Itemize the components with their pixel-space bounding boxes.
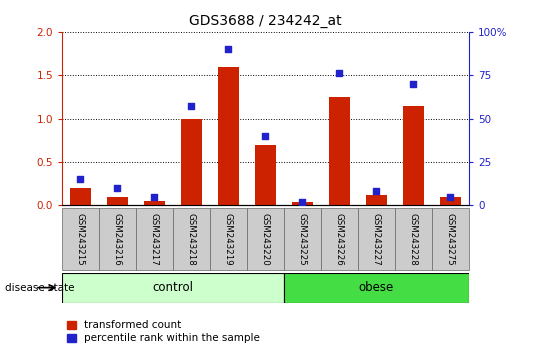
FancyBboxPatch shape — [62, 208, 99, 270]
Point — [446, 194, 455, 200]
Bar — [181, 119, 202, 205]
Point — [113, 185, 122, 191]
Point — [372, 189, 381, 194]
Text: GSM243219: GSM243219 — [224, 213, 233, 265]
Text: control: control — [153, 281, 194, 294]
FancyBboxPatch shape — [284, 208, 321, 270]
Text: disease state: disease state — [5, 282, 75, 293]
FancyBboxPatch shape — [284, 273, 469, 303]
FancyBboxPatch shape — [395, 208, 432, 270]
Text: GSM243228: GSM243228 — [409, 212, 418, 266]
Bar — [70, 188, 91, 205]
Text: GSM243275: GSM243275 — [446, 212, 455, 266]
Point — [261, 133, 270, 139]
FancyBboxPatch shape — [247, 208, 284, 270]
Text: GSM243216: GSM243216 — [113, 212, 122, 266]
Point — [298, 199, 307, 205]
Text: GSM243217: GSM243217 — [150, 212, 159, 266]
Legend: transformed count, percentile rank within the sample: transformed count, percentile rank withi… — [67, 320, 260, 343]
Bar — [440, 197, 461, 205]
Text: GSM243227: GSM243227 — [372, 212, 381, 266]
FancyBboxPatch shape — [173, 208, 210, 270]
FancyBboxPatch shape — [358, 208, 395, 270]
Point — [409, 81, 418, 87]
Point — [224, 46, 233, 52]
Bar — [218, 67, 239, 205]
Bar — [367, 195, 386, 205]
Text: GSM243218: GSM243218 — [187, 212, 196, 266]
Text: GSM243225: GSM243225 — [298, 212, 307, 266]
FancyBboxPatch shape — [432, 208, 469, 270]
Bar — [329, 97, 350, 205]
FancyBboxPatch shape — [99, 208, 136, 270]
Point — [187, 104, 196, 109]
Bar — [255, 144, 275, 205]
Bar — [403, 105, 424, 205]
FancyBboxPatch shape — [321, 208, 358, 270]
Text: GSM243226: GSM243226 — [335, 212, 344, 266]
Point — [335, 71, 344, 76]
Text: GSM243215: GSM243215 — [76, 212, 85, 266]
Bar — [144, 201, 164, 205]
Bar — [107, 197, 128, 205]
Point — [76, 176, 85, 182]
Point — [150, 194, 159, 200]
FancyBboxPatch shape — [210, 208, 247, 270]
FancyBboxPatch shape — [62, 273, 284, 303]
Text: obese: obese — [359, 281, 394, 294]
Title: GDS3688 / 234242_at: GDS3688 / 234242_at — [189, 14, 342, 28]
FancyBboxPatch shape — [136, 208, 173, 270]
Text: GSM243220: GSM243220 — [261, 212, 270, 266]
Bar — [292, 202, 313, 205]
